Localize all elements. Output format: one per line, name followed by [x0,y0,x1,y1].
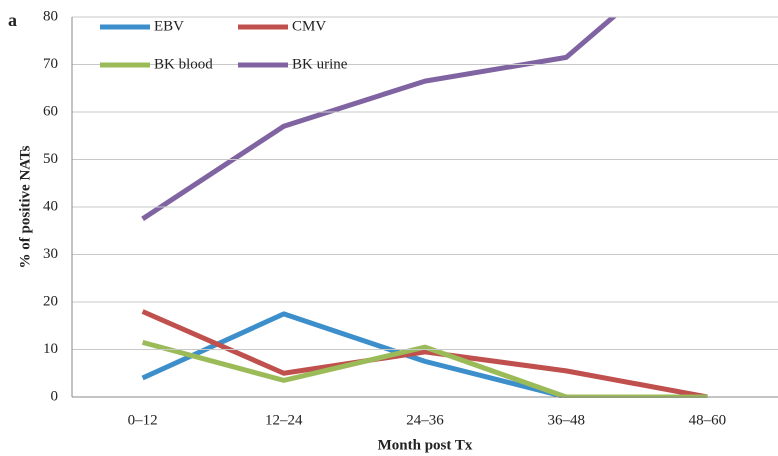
y-tick-label: 0 [51,388,59,404]
plot-area [141,17,708,398]
data-line [141,309,708,398]
y-tick-label: 70 [43,56,58,72]
x-tick-label: 48–60 [689,412,727,428]
legend-label: CMV [292,18,326,34]
data-line [141,17,618,221]
panel-label: a [8,10,17,30]
y-axis-label: % of positive NATs [17,145,33,268]
x-tick-label: 24–36 [406,412,444,428]
y-tick-label: 80 [43,8,58,24]
x-axis-label: Month post Tx [378,437,473,453]
x-tick-label: 12–24 [265,412,303,428]
data-line [141,311,708,398]
x-tick-label: 36–48 [547,412,585,428]
y-tick-label: 30 [43,246,58,262]
legend-label: BK blood [154,56,213,72]
y-tick-label: 20 [43,293,58,309]
x-tick-label: 0–12 [128,412,158,428]
y-tick-label: 60 [43,103,58,119]
legend-label: BK urine [292,56,348,72]
legend-label: EBV [154,18,184,34]
y-tick-label: 50 [43,151,58,167]
y-tick-label: 40 [43,198,58,214]
y-tick-label: 10 [43,341,58,357]
